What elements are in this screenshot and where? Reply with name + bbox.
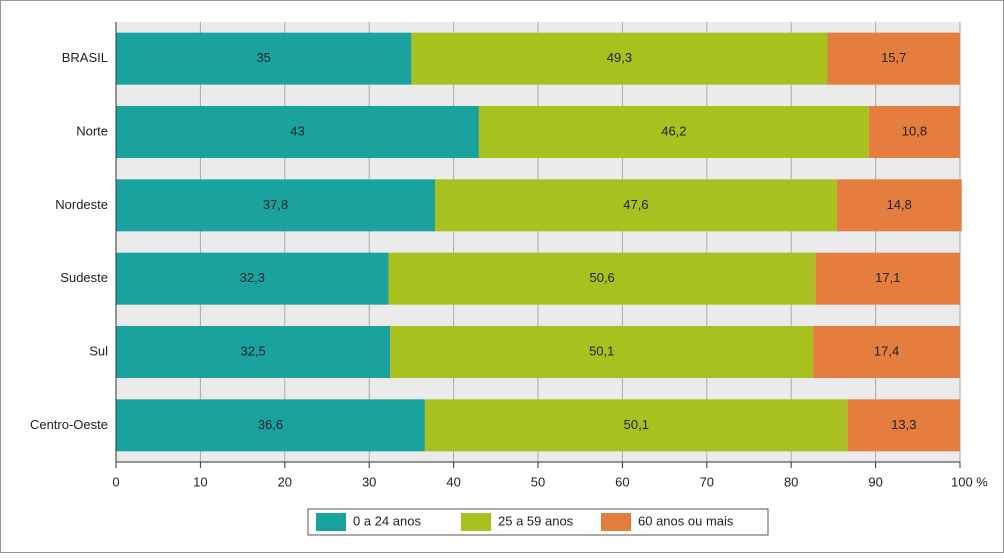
y-tick-label: Norte	[76, 123, 108, 138]
x-tick-label: 50	[531, 474, 545, 489]
value-label: 43	[290, 123, 304, 138]
legend-label: 25 a 59 anos	[498, 513, 574, 528]
legend-box	[307, 508, 769, 536]
bar-segment	[411, 32, 828, 85]
bar-segment	[815, 252, 960, 305]
y-tick-label: Sudeste	[60, 270, 108, 285]
bar-segment	[478, 106, 869, 158]
value-label: 50,1	[624, 417, 649, 432]
value-label: 10,8	[902, 123, 927, 138]
legend-swatch	[601, 513, 631, 531]
value-label: 46,2	[661, 123, 686, 138]
value-label: 32,5	[240, 343, 265, 358]
legend-swatch	[461, 513, 491, 531]
bar-segment	[827, 32, 960, 85]
y-tick-label: Centro-Oeste	[30, 417, 108, 432]
bar-segment	[116, 252, 389, 305]
bar-segment	[836, 179, 962, 232]
value-label: 15,7	[881, 50, 906, 65]
x-tick-label: 100 %	[951, 474, 988, 489]
x-tick-label: 70	[700, 474, 714, 489]
value-label: 35	[256, 50, 270, 65]
legend-swatch	[316, 513, 346, 531]
value-label: 37,8	[263, 197, 288, 212]
bar-segment	[116, 326, 391, 378]
value-label: 14,8	[887, 197, 912, 212]
x-tick-label: 60	[615, 474, 629, 489]
y-tick-label: Sul	[89, 343, 108, 358]
x-tick-label: 20	[278, 474, 292, 489]
value-label: 50,1	[589, 343, 614, 358]
value-label: 47,6	[623, 197, 648, 212]
bar-segment	[116, 399, 425, 452]
value-label: 17,4	[874, 343, 899, 358]
bar-segment	[813, 326, 960, 378]
bar-segment	[435, 179, 837, 232]
bar-segment	[424, 399, 848, 452]
value-label: 49,3	[607, 50, 632, 65]
bar-segment	[116, 179, 436, 232]
legend-label: 60 anos ou mais	[638, 513, 734, 528]
bar-segment	[388, 252, 816, 305]
y-tick-label: BRASIL	[62, 50, 108, 65]
x-tick-label: 80	[784, 474, 798, 489]
value-label: 13,3	[891, 417, 916, 432]
legend-label: 0 a 24 anos	[353, 513, 421, 528]
value-label: 32,3	[240, 270, 265, 285]
value-label: 50,6	[589, 270, 614, 285]
y-tick-label: Nordeste	[55, 197, 108, 212]
bar-segment	[847, 399, 960, 452]
x-tick-label: 90	[868, 474, 882, 489]
x-tick-label: 0	[112, 474, 119, 489]
bar-segment	[868, 106, 960, 158]
x-tick-label: 30	[362, 474, 376, 489]
value-label: 17,1	[875, 270, 900, 285]
x-tick-label: 40	[446, 474, 460, 489]
bar-segment	[116, 106, 479, 158]
x-tick-label: 10	[193, 474, 207, 489]
bar-segment	[390, 326, 814, 378]
bar-segment	[116, 32, 412, 85]
value-label: 36,6	[258, 417, 283, 432]
